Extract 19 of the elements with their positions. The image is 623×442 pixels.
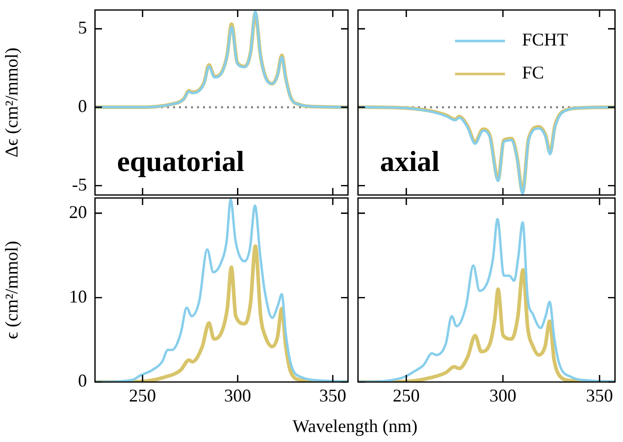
annotation: equatorial: [117, 146, 244, 178]
x-tick-label: 350: [319, 386, 346, 406]
legend-label: FCHT: [522, 30, 568, 50]
legend-label: FC: [522, 62, 544, 83]
x-tick-label: 300: [224, 386, 252, 406]
x-tick-label: 300: [489, 386, 516, 406]
y-tick-label: 0: [78, 370, 87, 391]
x-tick-label: 350: [586, 386, 614, 406]
x-axis-title: Wavelength (nm): [291, 415, 418, 438]
y-tick-label: 0: [78, 96, 87, 116]
y-axis-title: Δϵ (cm²/mmol): [2, 48, 22, 158]
y-tick-label: 20: [69, 202, 87, 222]
y-axis-title: ϵ (cm²/mmol): [2, 240, 22, 340]
y-tick-label: 5: [78, 18, 87, 38]
x-tick-label: 250: [129, 386, 156, 406]
y-tick-label: 10: [69, 286, 87, 306]
annotation: axial: [380, 146, 440, 178]
y-tick-label: -5: [72, 174, 87, 194]
x-tick-label: 250: [392, 386, 420, 406]
